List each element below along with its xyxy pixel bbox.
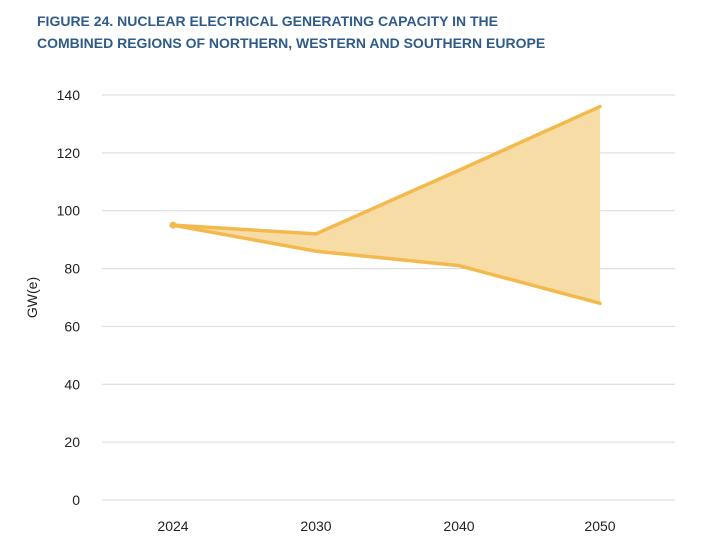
- x-tick-labels: 2024 2030 2040 2050: [157, 518, 615, 534]
- chart-title: FIGURE 24. NUCLEAR ELECTRICAL GENERATING…: [37, 10, 697, 54]
- y-tick-label: 140: [57, 87, 81, 103]
- x-tick-label: 2050: [584, 518, 615, 534]
- y-tick-label: 120: [57, 145, 81, 161]
- chart-title-line-1: FIGURE 24. NUCLEAR ELECTRICAL GENERATING…: [37, 13, 498, 29]
- capacity-band: [169, 104, 602, 306]
- y-axis-label: GW(e): [24, 277, 40, 318]
- low-series-line: [171, 223, 602, 306]
- y-tick-labels: 0 20 40 60 80 100 120 140: [57, 87, 81, 508]
- x-tick-label: 2030: [300, 518, 331, 534]
- start-point-marker: [169, 221, 177, 229]
- y-tick-label: 100: [57, 203, 81, 219]
- x-tick-label: 2024: [157, 518, 188, 534]
- x-tick-label: 2040: [443, 518, 474, 534]
- chart-title-line-2: COMBINED REGIONS OF NORTHERN, WESTERN AN…: [37, 35, 546, 51]
- y-tick-label: 80: [64, 261, 80, 277]
- y-tick-label: 0: [72, 492, 80, 508]
- y-tick-label: 60: [64, 318, 80, 334]
- y-tick-label: 40: [64, 376, 80, 392]
- y-tick-label: 20: [64, 434, 80, 450]
- high-series-line: [171, 104, 602, 236]
